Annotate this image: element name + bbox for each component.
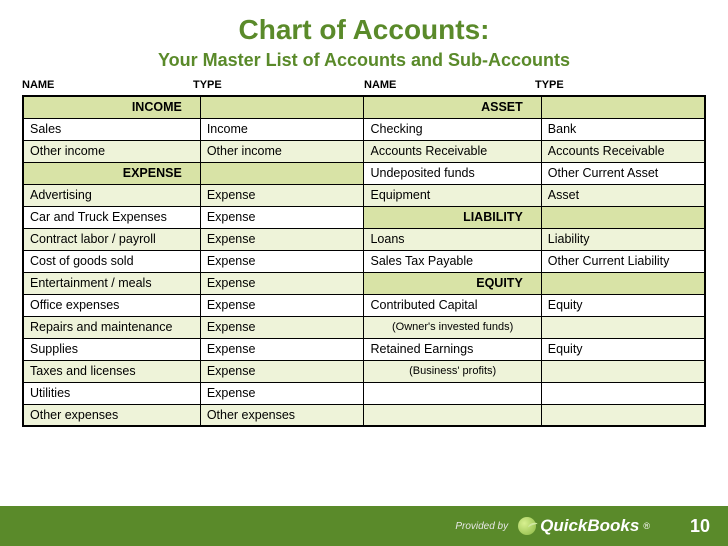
table-cell: Accounts Receivable [364, 140, 541, 162]
table-cell: Entertainment / meals [23, 272, 200, 294]
quickbooks-icon [518, 517, 536, 535]
table-row: Repairs and maintenanceExpense(Owner's i… [23, 316, 705, 338]
table-cell: Bank [541, 118, 705, 140]
table-row: Other incomeOther incomeAccounts Receiva… [23, 140, 705, 162]
table-cell: Advertising [23, 184, 200, 206]
page-subtitle: Your Master List of Accounts and Sub-Acc… [0, 50, 728, 71]
table-row: Cost of goods soldExpenseSales Tax Payab… [23, 250, 705, 272]
table-cell [541, 382, 705, 404]
table-cell: Other expenses [23, 404, 200, 426]
table-cell: Expense [200, 272, 364, 294]
table-cell [541, 360, 705, 382]
table-row: INCOME ASSET [23, 96, 705, 118]
table-cell: Equity [541, 294, 705, 316]
table-cell: Other Current Liability [541, 250, 705, 272]
table-cell: EQUITY [364, 272, 541, 294]
table-cell: Cost of goods sold [23, 250, 200, 272]
table-cell: Contributed Capital [364, 294, 541, 316]
table-row: Taxes and licensesExpense(Business' prof… [23, 360, 705, 382]
table-row: Car and Truck ExpensesExpenseLIABILITY [23, 206, 705, 228]
table-cell: Repairs and maintenance [23, 316, 200, 338]
table-cell [541, 404, 705, 426]
table-cell: Contract labor / payroll [23, 228, 200, 250]
table-cell: Loans [364, 228, 541, 250]
table-cell: Expense [200, 250, 364, 272]
table-cell [541, 272, 705, 294]
table-cell [364, 382, 541, 404]
col-header-name-right: NAME [364, 79, 535, 91]
table-cell: Income [200, 118, 364, 140]
table-cell: (Owner's invested funds) [364, 316, 541, 338]
col-header-type-right: TYPE [535, 79, 706, 91]
table-cell: Expense [200, 360, 364, 382]
table-cell: Equipment [364, 184, 541, 206]
table-row: AdvertisingExpenseEquipmentAsset [23, 184, 705, 206]
table-cell: Expense [200, 316, 364, 338]
table-cell: Retained Earnings [364, 338, 541, 360]
table-row: Entertainment / mealsExpenseEQUITY [23, 272, 705, 294]
col-header-type-left: TYPE [193, 79, 364, 91]
table-cell: ASSET [364, 96, 541, 118]
table-cell: Taxes and licenses [23, 360, 200, 382]
table-cell: Other expenses [200, 404, 364, 426]
table-cell: Checking [364, 118, 541, 140]
table-cell: Expense [200, 184, 364, 206]
table-cell: EXPENSE [23, 162, 200, 184]
table-cell: Liability [541, 228, 705, 250]
table-cell: Sales Tax Payable [364, 250, 541, 272]
table-cell: Supplies [23, 338, 200, 360]
table-row: SalesIncomeCheckingBank [23, 118, 705, 140]
table-cell: Asset [541, 184, 705, 206]
table-cell [541, 96, 705, 118]
table-cell: INCOME [23, 96, 200, 118]
table-cell: Other Current Asset [541, 162, 705, 184]
provided-by-label: Provided by [455, 521, 508, 532]
table-cell: Other income [200, 140, 364, 162]
table-cell: Expense [200, 206, 364, 228]
column-headers: NAME TYPE NAME TYPE [0, 71, 728, 95]
table-cell: (Business' profits) [364, 360, 541, 382]
table-row: EXPENSE Undeposited fundsOther Current As… [23, 162, 705, 184]
table-cell: Utilities [23, 382, 200, 404]
table-cell: Undeposited funds [364, 162, 541, 184]
quickbooks-logo: QuickBooks ® [518, 516, 650, 536]
table-cell [541, 206, 705, 228]
table-row: SuppliesExpenseRetained EarningsEquity [23, 338, 705, 360]
table-cell: Office expenses [23, 294, 200, 316]
accounts-table: INCOMEASSETSalesIncomeCheckingBankOther … [22, 95, 706, 427]
table-cell: LIABILITY [364, 206, 541, 228]
table-cell: Equity [541, 338, 705, 360]
table-cell [200, 96, 364, 118]
table-row: Office expensesExpenseContributed Capita… [23, 294, 705, 316]
registered-mark: ® [643, 521, 650, 531]
footer-bar: Provided by QuickBooks ® 10 [0, 506, 728, 546]
table-cell [200, 162, 364, 184]
table-cell [364, 404, 541, 426]
table-cell: Expense [200, 294, 364, 316]
table-cell: Sales [23, 118, 200, 140]
table-cell: Expense [200, 228, 364, 250]
table-cell: Expense [200, 382, 364, 404]
quickbooks-text: QuickBooks [540, 516, 639, 536]
table-row: Other expensesOther expenses [23, 404, 705, 426]
page-title: Chart of Accounts: [0, 0, 728, 46]
table-cell: Expense [200, 338, 364, 360]
table-cell: Accounts Receivable [541, 140, 705, 162]
table-cell: Car and Truck Expenses [23, 206, 200, 228]
table-row: Contract labor / payrollExpenseLoansLiab… [23, 228, 705, 250]
col-header-name-left: NAME [22, 79, 193, 91]
page-number: 10 [690, 516, 710, 537]
table-cell: Other income [23, 140, 200, 162]
table-cell [541, 316, 705, 338]
table-row: UtilitiesExpense [23, 382, 705, 404]
